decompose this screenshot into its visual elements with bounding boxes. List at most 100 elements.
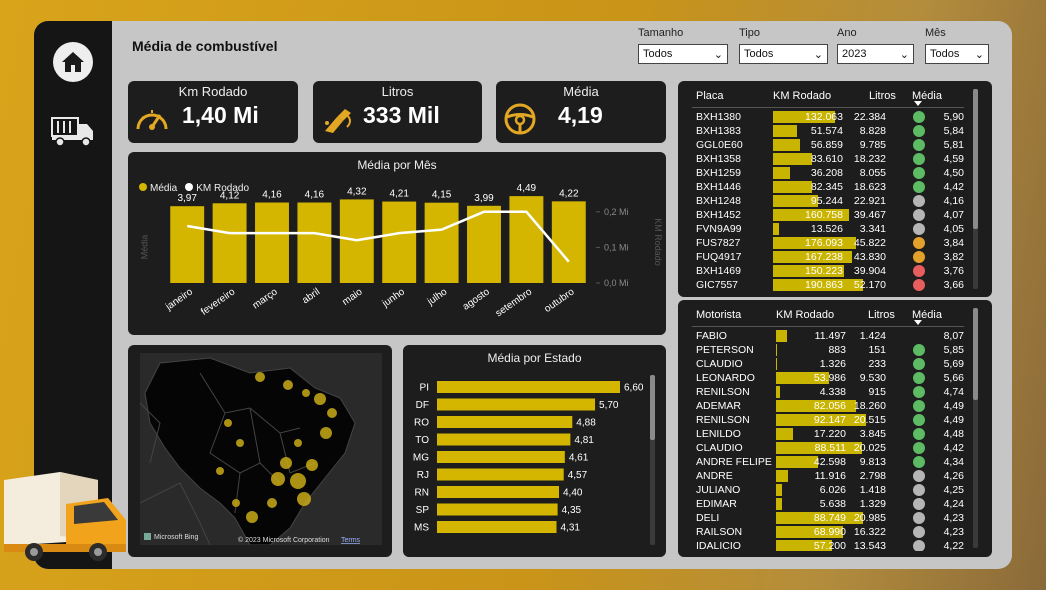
- bar-media-setembro[interactable]: [509, 196, 544, 283]
- scrollbar-thumb[interactable]: [650, 375, 655, 440]
- map-bubble[interactable]: [232, 499, 240, 507]
- status-indicator-icon: [913, 153, 925, 165]
- map-bubble[interactable]: [280, 457, 292, 469]
- truck-nav-button[interactable]: [50, 107, 96, 153]
- bar-media-janeiro[interactable]: [170, 206, 205, 283]
- map-bubble[interactable]: [306, 459, 318, 471]
- map-bubble[interactable]: [294, 439, 302, 447]
- table-row[interactable]: BXH1358 83.610 18.232 4,59: [696, 152, 968, 166]
- scrollbar-thumb[interactable]: [973, 308, 978, 400]
- map-bubble[interactable]: [271, 472, 285, 486]
- table-row[interactable]: FVN9A99 13.526 3.341 4,05: [696, 222, 968, 236]
- table-row[interactable]: RENILSON 4.338 915 4,74: [696, 385, 968, 399]
- bar-estado-TO[interactable]: [437, 433, 571, 446]
- table-row[interactable]: BXH1469 150.223 39.904 3,76: [696, 264, 968, 278]
- mes-select[interactable]: Todos ⌄: [925, 44, 989, 64]
- bar-estado-SP[interactable]: [437, 503, 558, 516]
- row-litros: 1.329: [859, 498, 886, 510]
- map-bubble[interactable]: [314, 393, 326, 405]
- bar-estado-RO[interactable]: [437, 416, 573, 428]
- table-row[interactable]: BXH1380 132.063 22.384 5,90: [696, 110, 968, 124]
- bar-media-outubro[interactable]: [551, 201, 586, 283]
- line-km-rodado[interactable]: [186, 210, 570, 263]
- km-data-bar: [773, 153, 813, 165]
- tamanho-select[interactable]: Todos ⌄: [638, 44, 728, 64]
- bar-media-abril[interactable]: [297, 202, 332, 283]
- map-bubble[interactable]: [290, 473, 306, 489]
- col-header-litros[interactable]: Litros: [868, 309, 895, 321]
- table-row[interactable]: BXH1259 36.208 8.055 4,50: [696, 166, 968, 180]
- table-row[interactable]: ADEMAR 82.056 18.260 4,49: [696, 399, 968, 413]
- scrollbar[interactable]: [973, 308, 978, 548]
- legend-label: Média: [150, 183, 178, 194]
- table-row[interactable]: CLAUDIO 1.326 233 5,69: [696, 357, 968, 371]
- table-row[interactable]: FABIO 11.497 1.424 8,07: [696, 329, 968, 343]
- map-bubble[interactable]: [224, 419, 232, 427]
- bar-estado-RN[interactable]: [437, 486, 559, 498]
- bar-media-julho[interactable]: [424, 202, 459, 283]
- table-row[interactable]: BXH1446 82.345 18.623 4,42: [696, 180, 968, 194]
- status-indicator-icon: [913, 139, 925, 151]
- scrollbar-thumb[interactable]: [973, 89, 978, 229]
- map-bubble[interactable]: [297, 492, 311, 506]
- row-media: 4,49: [943, 414, 964, 426]
- table-row[interactable]: RENILSON 92.147 20.515 4,49: [696, 413, 968, 427]
- table-row[interactable]: LENILDO 17.220 3.845 4,48: [696, 427, 968, 441]
- map-bubble[interactable]: [283, 380, 293, 390]
- table-row[interactable]: IDALICIO 57.200 13.543 4,22: [696, 539, 968, 551]
- x-tick-label: outubro: [542, 286, 576, 315]
- map-bubble[interactable]: [255, 372, 265, 382]
- table-row[interactable]: DELI 88.749 20.985 4,23: [696, 511, 968, 525]
- col-header-litros[interactable]: Litros: [869, 90, 896, 102]
- table-row[interactable]: ANDRE 11.916 2.798 4,26: [696, 469, 968, 483]
- table-row[interactable]: CLAUDIO 88.511 20.025 4,42: [696, 441, 968, 455]
- map-bubble[interactable]: [216, 467, 224, 475]
- bar-media-fevereiro[interactable]: [212, 203, 247, 283]
- scrollbar[interactable]: [973, 89, 978, 289]
- table-row[interactable]: FUQ4917 167.238 43.830 3,82: [696, 250, 968, 264]
- table-row[interactable]: BXH1248 95.244 22.921 4,16: [696, 194, 968, 208]
- bar-estado-MS[interactable]: [437, 521, 557, 533]
- bar-media-março[interactable]: [255, 202, 289, 283]
- col-header-media[interactable]: Média: [912, 309, 942, 321]
- map-bubble[interactable]: [267, 498, 277, 508]
- home-button[interactable]: [50, 39, 96, 85]
- table-row[interactable]: EDIMAR 5.638 1.329 4,24: [696, 497, 968, 511]
- brazil-map[interactable]: Microsoft Bing © 2023 Microsoft Corporat…: [140, 353, 382, 545]
- ano-select[interactable]: 2023 ⌄: [837, 44, 914, 64]
- tipo-select[interactable]: Todos ⌄: [739, 44, 828, 64]
- row-litros: 52.170: [853, 279, 886, 291]
- bar-media-junho[interactable]: [382, 201, 417, 283]
- table-row[interactable]: RAILSON 68.990 16.322 4,23: [696, 525, 968, 539]
- map-bubble[interactable]: [327, 408, 337, 418]
- table-row[interactable]: GIC7557 190.863 52.170 3,66: [696, 278, 968, 292]
- map-terms-link[interactable]: Terms: [341, 537, 361, 544]
- bar-media-agosto[interactable]: [467, 205, 501, 283]
- scrollbar[interactable]: [650, 375, 655, 545]
- table-row[interactable]: FUS7827 176.093 45.822 3,84: [696, 236, 968, 250]
- bar-estado-MG[interactable]: [437, 451, 565, 463]
- table-row[interactable]: LEONARDO 53.986 9.530 5,66: [696, 371, 968, 385]
- table-row[interactable]: BXH1383 51.574 8.828 5,84: [696, 124, 968, 138]
- col-header-km[interactable]: KM Rodado: [773, 90, 832, 102]
- table-row[interactable]: JULIANO 6.026 1.418 4,25: [696, 483, 968, 497]
- data-label: 4,31: [561, 523, 581, 534]
- col-header-placa[interactable]: Placa: [696, 90, 724, 102]
- table-row[interactable]: ANDRE FELIPE 42.598 9.813 4,34: [696, 455, 968, 469]
- bar-estado-DF[interactable]: [437, 398, 596, 411]
- table-row[interactable]: PETERSON 883 151 5,85: [696, 343, 968, 357]
- bar-estado-PI[interactable]: [437, 381, 620, 393]
- table-row[interactable]: BXH1452 160.758 39.467 4,07: [696, 208, 968, 222]
- map-bubble[interactable]: [320, 427, 332, 439]
- status-indicator-icon: [913, 195, 925, 207]
- col-header-km[interactable]: KM Rodado: [776, 309, 835, 321]
- map-bubble[interactable]: [236, 439, 244, 447]
- col-header-motorista[interactable]: Motorista: [696, 309, 742, 321]
- map-bubble[interactable]: [302, 389, 310, 397]
- map-bubble[interactable]: [246, 511, 258, 523]
- table-row[interactable]: GGL0E60 56.859 9.785 5,81: [696, 138, 968, 152]
- km-data-bar: [776, 498, 782, 510]
- bar-estado-RJ[interactable]: [437, 468, 564, 481]
- col-header-media[interactable]: Média: [912, 90, 942, 102]
- row-name: ANDRE: [696, 470, 733, 482]
